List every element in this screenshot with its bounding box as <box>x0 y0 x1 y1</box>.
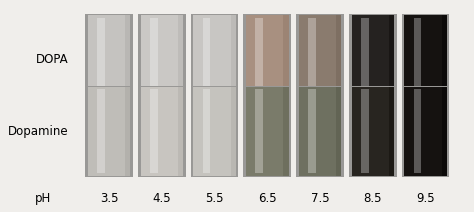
Text: pH: pH <box>35 192 51 205</box>
Bar <box>191 86 238 177</box>
Bar <box>401 14 449 105</box>
Bar <box>389 87 394 176</box>
Bar <box>193 15 236 104</box>
Bar <box>414 89 421 173</box>
Bar <box>299 15 341 104</box>
Text: 9.5: 9.5 <box>416 192 435 205</box>
Bar <box>283 15 289 104</box>
Bar <box>191 14 238 105</box>
Bar <box>141 15 183 104</box>
Bar <box>85 14 133 105</box>
Bar <box>349 14 397 105</box>
Bar <box>178 87 183 176</box>
Bar <box>336 87 341 176</box>
Bar <box>389 15 394 104</box>
Text: 7.5: 7.5 <box>311 192 329 205</box>
Bar <box>442 15 447 104</box>
Bar <box>138 86 186 177</box>
Bar <box>243 86 291 177</box>
Bar <box>88 87 130 176</box>
Bar <box>88 15 130 104</box>
Bar <box>352 15 394 104</box>
Bar <box>246 15 289 104</box>
Bar <box>203 18 210 102</box>
Bar <box>138 14 186 105</box>
Text: 3.5: 3.5 <box>100 192 118 205</box>
Bar <box>296 14 344 105</box>
Bar <box>299 87 341 176</box>
Bar <box>85 86 133 177</box>
Bar <box>404 87 447 176</box>
Text: 5.5: 5.5 <box>205 192 224 205</box>
Bar <box>97 89 105 173</box>
Bar <box>361 18 368 102</box>
Bar <box>414 18 421 102</box>
Bar <box>203 89 210 173</box>
Bar <box>231 15 236 104</box>
Bar <box>283 87 289 176</box>
Bar <box>97 18 105 102</box>
Bar <box>193 87 236 176</box>
Bar <box>361 89 368 173</box>
Text: DOPA: DOPA <box>36 53 69 66</box>
Bar <box>349 86 397 177</box>
Bar <box>401 86 449 177</box>
Bar <box>231 87 236 176</box>
Bar <box>243 14 291 105</box>
Bar <box>178 15 183 104</box>
Bar <box>141 87 183 176</box>
Bar <box>336 15 341 104</box>
Bar <box>442 87 447 176</box>
Bar <box>404 15 447 104</box>
Bar <box>308 18 316 102</box>
Bar <box>125 87 130 176</box>
Bar <box>125 15 130 104</box>
Bar <box>308 89 316 173</box>
Bar <box>255 89 263 173</box>
Bar <box>150 89 157 173</box>
Text: Dopamine: Dopamine <box>8 125 69 138</box>
Bar <box>352 87 394 176</box>
Text: 4.5: 4.5 <box>153 192 171 205</box>
Text: 6.5: 6.5 <box>258 192 277 205</box>
Bar <box>255 18 263 102</box>
Bar <box>246 87 289 176</box>
Bar <box>296 86 344 177</box>
Text: 8.5: 8.5 <box>364 192 382 205</box>
Bar <box>150 18 157 102</box>
